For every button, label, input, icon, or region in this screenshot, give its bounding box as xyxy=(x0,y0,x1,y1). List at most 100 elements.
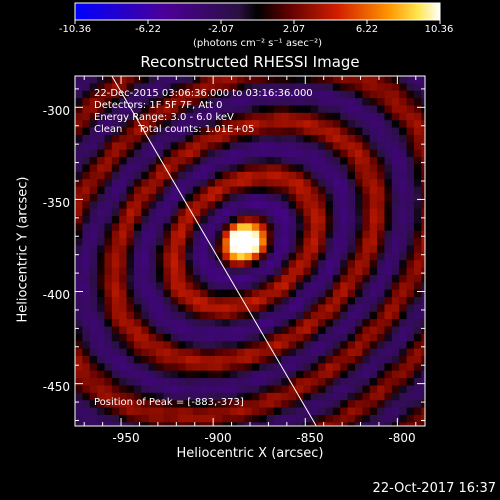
heatmap-cell xyxy=(340,216,349,224)
heatmap-cell xyxy=(399,186,408,195)
heatmap-cell xyxy=(222,201,231,210)
heatmap-cell xyxy=(119,341,128,350)
heatmap-cell xyxy=(244,216,253,224)
heatmap-cell xyxy=(310,289,319,298)
heatmap-cell xyxy=(104,282,113,291)
heatmap-cell xyxy=(244,134,253,143)
heatmap-cell xyxy=(251,216,260,224)
heatmap-cell xyxy=(170,289,179,298)
heatmap-cell xyxy=(384,127,393,136)
heatmap-cell xyxy=(237,422,246,426)
heatmap-cell xyxy=(133,370,142,379)
heatmap-cell xyxy=(332,282,341,291)
heatmap-cell xyxy=(355,274,363,283)
heatmap-cell xyxy=(75,186,83,195)
heatmap-cell xyxy=(111,157,120,166)
heatmap-cell xyxy=(148,208,157,217)
heatmap-cell xyxy=(340,282,349,291)
heatmap-cell xyxy=(89,260,98,269)
heatmap-cell xyxy=(244,252,253,261)
heatmap-cell xyxy=(384,179,393,188)
heatmap-cell xyxy=(222,120,231,129)
heatmap-cell xyxy=(332,341,341,350)
heatmap-cell xyxy=(303,370,312,379)
heatmap-cell xyxy=(377,186,386,195)
heatmap-cell xyxy=(237,333,246,342)
heatmap-cell xyxy=(156,341,165,350)
heatmap-cell xyxy=(369,289,378,298)
heatmap-cell xyxy=(200,157,209,166)
heatmap-cell xyxy=(303,378,312,387)
heatmap-cell xyxy=(156,186,165,195)
heatmap-cell xyxy=(244,164,253,173)
heatmap-cell xyxy=(340,414,349,423)
heatmap-cell xyxy=(340,157,349,166)
heatmap-cell xyxy=(318,171,327,180)
heatmap-cell xyxy=(281,230,290,239)
heatmap-cell xyxy=(273,385,282,394)
heatmap-cell xyxy=(369,186,378,195)
heatmap-cell xyxy=(362,193,371,202)
heatmap-cell xyxy=(318,238,327,247)
heatmap-cell xyxy=(369,157,378,166)
heatmap-cell xyxy=(362,370,371,379)
heatmap-cell xyxy=(406,274,415,283)
heatmap-cell xyxy=(126,363,135,372)
heatmap-cell xyxy=(391,385,400,394)
heatmap-cell xyxy=(340,76,349,84)
heatmap-cell xyxy=(192,201,201,210)
heatmap-cell xyxy=(332,216,341,224)
heatmap-cell xyxy=(192,348,201,357)
heatmap-cell xyxy=(259,171,268,180)
heatmap-cell xyxy=(288,105,297,114)
heatmap-cell xyxy=(362,112,371,121)
heatmap-cell xyxy=(273,76,282,84)
heatmap-cell xyxy=(126,127,135,136)
heatmap-cell xyxy=(399,179,408,188)
heatmap-cell xyxy=(82,333,91,342)
heatmap-cell xyxy=(332,348,341,357)
heatmap-cell xyxy=(229,76,238,84)
heatmap-cell xyxy=(384,414,393,423)
heatmap-cell xyxy=(200,245,209,254)
heatmap-cell xyxy=(89,370,98,379)
heatmap-cell xyxy=(97,274,106,283)
heatmap-cell xyxy=(244,392,253,401)
heatmap-cell xyxy=(303,297,312,306)
heatmap-cell xyxy=(266,297,275,306)
heatmap-cell xyxy=(178,414,187,423)
heatmap-cell xyxy=(104,252,113,261)
heatmap-cell xyxy=(369,179,378,188)
heatmap-cell xyxy=(340,363,349,372)
heatmap-cell xyxy=(237,238,246,247)
heatmap-cell xyxy=(89,179,98,188)
heatmap-cell xyxy=(141,157,150,166)
heatmap-cell xyxy=(347,216,356,224)
heatmap-cell xyxy=(192,385,201,394)
heatmap-cell xyxy=(355,370,363,379)
heatmap-cell xyxy=(170,112,179,121)
heatmap-cell xyxy=(82,112,91,121)
heatmap-cell xyxy=(156,105,165,114)
heatmap-cell xyxy=(82,267,91,276)
heatmap-cell xyxy=(97,120,106,129)
heatmap-cell xyxy=(148,414,157,423)
heatmap-cell xyxy=(384,407,393,416)
heatmap-cell xyxy=(237,105,246,114)
heatmap-cell xyxy=(399,83,408,92)
heatmap-cell xyxy=(244,348,253,357)
heatmap-cell xyxy=(89,120,98,129)
heatmap-cell xyxy=(244,289,253,298)
heatmap-cell xyxy=(185,238,194,247)
heatmap-cell xyxy=(377,164,386,173)
heatmap-cell xyxy=(156,230,165,239)
heatmap-cell xyxy=(303,223,312,232)
heatmap-cell xyxy=(399,326,408,335)
heatmap-cell xyxy=(303,319,312,328)
heatmap-cell xyxy=(244,274,253,283)
heatmap-cell xyxy=(251,304,260,313)
heatmap-cell xyxy=(251,289,260,298)
heatmap-cell xyxy=(340,333,349,342)
heatmap-cell xyxy=(347,112,356,121)
heatmap-cell xyxy=(133,142,142,151)
